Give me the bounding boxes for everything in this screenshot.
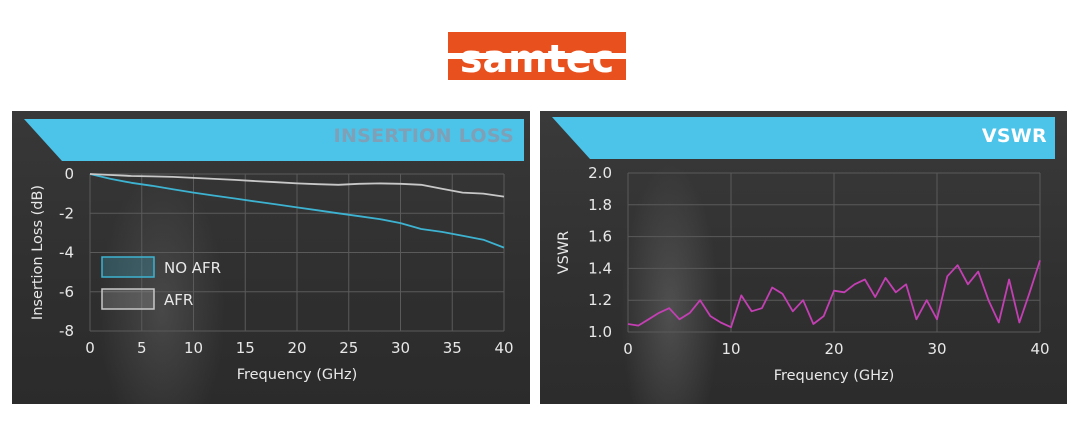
legend-label: AFR xyxy=(164,291,193,309)
series-line-afr xyxy=(89,173,505,198)
x-tick-label: 25 xyxy=(339,339,358,357)
x-tick-label: 35 xyxy=(443,339,462,357)
x-tick-label: 20 xyxy=(824,340,843,358)
insertion-loss-chart: 0 5 10 15 20 25 30 35 40 0 -2 -4 -6 -8 Frequency (GHz)… xyxy=(24,119,524,383)
y-tick-label: -4 xyxy=(59,244,74,262)
y-axis-label: Insertion Loss (dB) xyxy=(30,185,46,320)
y-tick-label: 1.6 xyxy=(588,228,612,246)
x-tick-label: 0 xyxy=(85,339,95,357)
x-tick-label: 0 xyxy=(623,340,633,358)
legend-swatch xyxy=(101,256,155,278)
series-line-no-afr xyxy=(89,173,505,249)
series-line-0 xyxy=(627,260,1041,329)
legend-label: NO AFR xyxy=(164,259,221,277)
samtec-logo: samtec xyxy=(448,32,626,80)
x-tick-label: 20 xyxy=(287,339,306,357)
vswr-chart: 0 10 20 30 40 2.0 1.8 1.6 1.4 1.2 1.0 Frequency (GH… xyxy=(552,117,1055,384)
y-tick-label: 1.8 xyxy=(588,196,612,214)
y-tick-label: -6 xyxy=(59,283,74,301)
x-tick-label: 10 xyxy=(721,340,740,358)
vswr-title: VSWR xyxy=(981,125,1047,147)
y-tick-label: 1.2 xyxy=(588,291,612,309)
y-tick-label: -8 xyxy=(59,322,74,340)
vswr-panel: 0 10 20 30 40 2.0 1.8 1.6 1.4 1.2 1.0 Frequency (GH… xyxy=(540,111,1067,404)
y-axis-label: VSWR xyxy=(556,231,572,275)
x-tick-label: 5 xyxy=(137,339,147,357)
x-tick-label: 40 xyxy=(1030,340,1049,358)
y-tick-label: 1.0 xyxy=(588,323,612,341)
x-tick-label: 10 xyxy=(184,339,203,357)
y-tick-label: 1.4 xyxy=(588,259,612,277)
y-tick-label: 0 xyxy=(64,165,74,183)
x-tick-label: 40 xyxy=(494,339,513,357)
insertion-loss-panel: 0 5 10 15 20 25 30 35 40 0 -2 -4 -6 -8 Frequency (GHz)… xyxy=(12,111,530,404)
il-title-banner xyxy=(24,119,524,161)
y-tick-label: 2.0 xyxy=(588,164,612,182)
x-axis-label: Frequency (GHz) xyxy=(774,368,895,384)
y-tick-label: -2 xyxy=(59,204,74,222)
logo-wordmark: samtec xyxy=(460,37,614,80)
x-axis-label: Frequency (GHz) xyxy=(237,367,358,383)
x-tick-label: 30 xyxy=(927,340,946,358)
x-tick-label: 15 xyxy=(236,339,255,357)
insertion-loss-title: INSERTION LOSS xyxy=(333,125,514,147)
vswr-title-banner xyxy=(552,117,1055,159)
legend-swatch xyxy=(101,288,155,310)
x-tick-label: 30 xyxy=(391,339,410,357)
